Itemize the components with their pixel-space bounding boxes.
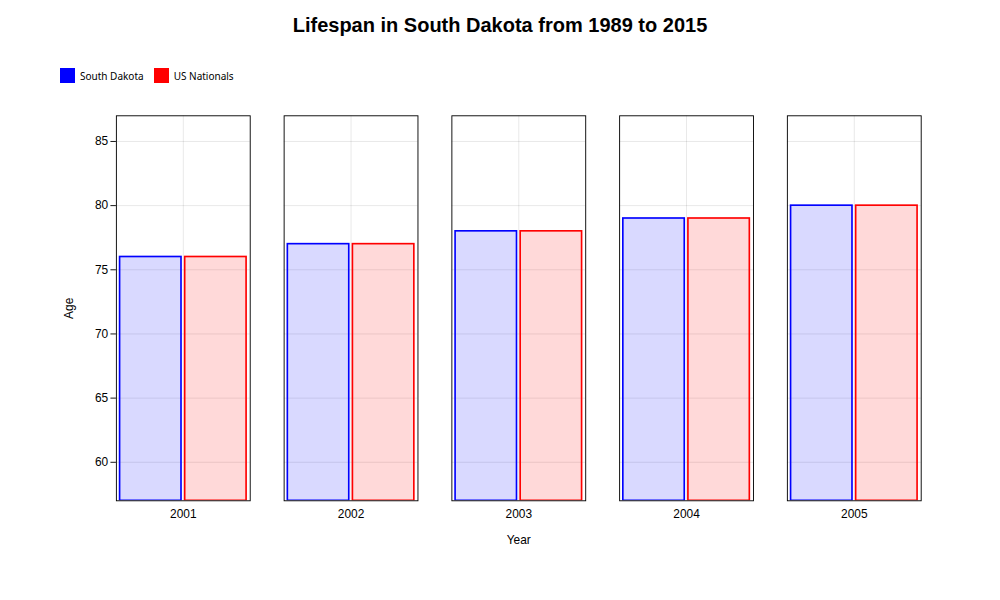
svg-text:Year: Year	[507, 533, 531, 546]
svg-text:2005: 2005	[841, 506, 868, 520]
html-text:Lifespan in South Dakota from: Lifespan in South Dakota from 1989 to 20…	[292, 14, 708, 36]
svg-text:2003: 2003	[506, 506, 533, 520]
svg-text:2004: 2004	[673, 506, 700, 520]
svg-text:85: 85	[95, 134, 109, 148]
svg-text:2001: 2001	[170, 506, 197, 520]
svg-text:70: 70	[95, 327, 109, 341]
html-text:South Dakota: South Dakota	[80, 68, 144, 83]
svg-text:60: 60	[95, 455, 109, 469]
svg-text:2002: 2002	[338, 506, 365, 520]
html-text:US Nationals: US Nationals	[173, 68, 234, 83]
svg-text:65: 65	[95, 391, 109, 405]
svg-text:Age: Age	[62, 297, 76, 319]
svg-text:75: 75	[95, 263, 109, 277]
svg-text:80: 80	[95, 198, 109, 212]
